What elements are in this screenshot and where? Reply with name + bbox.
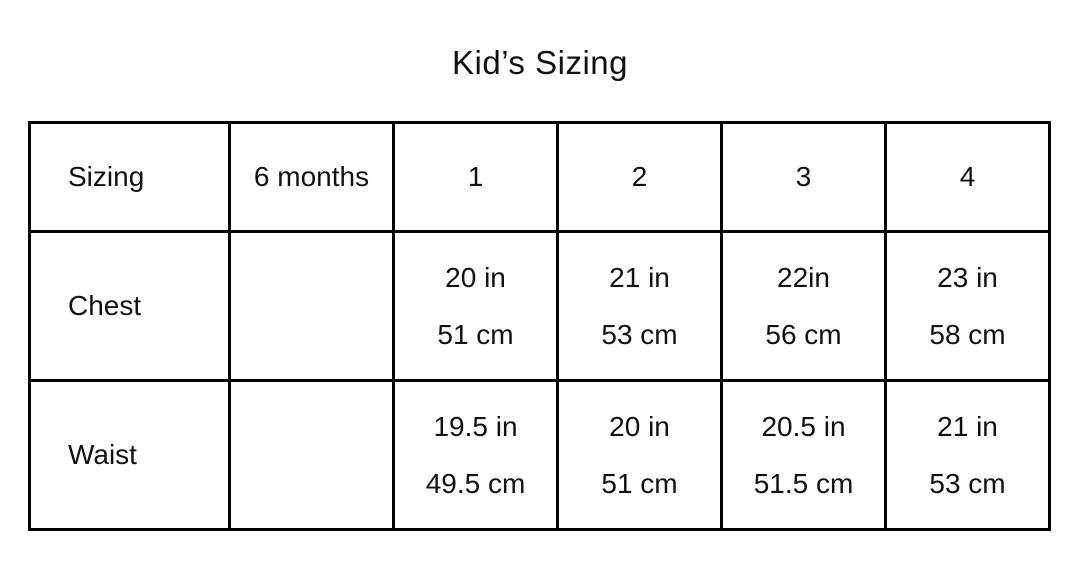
cell-waist-size-3: 20.5 in 51.5 cm xyxy=(720,379,887,531)
header-cell-size-3: 3 xyxy=(720,121,887,233)
value-centimeters: 58 cm xyxy=(929,318,1006,350)
value-inches: 23 in xyxy=(937,261,998,293)
cell-waist-6-months xyxy=(228,379,395,531)
value-centimeters: 51 cm xyxy=(437,318,514,350)
header-cell-size-4: 4 xyxy=(884,121,1051,233)
sizing-table: Sizing 6 months 1 2 3 4 Chest 20 in 51 c… xyxy=(28,121,1051,531)
value-centimeters: 51 cm xyxy=(601,467,678,499)
value-inches: 20.5 in xyxy=(761,410,846,442)
page-title: Kid’s Sizing xyxy=(452,44,628,81)
value-inches: 22in xyxy=(777,261,830,293)
cell-waist-size-1: 19.5 in 49.5 cm xyxy=(392,379,559,531)
cell-waist-size-2: 20 in 51 cm xyxy=(556,379,723,531)
value-centimeters: 53 cm xyxy=(929,467,1006,499)
header-row: Sizing 6 months 1 2 3 4 xyxy=(28,121,1051,233)
row-label-waist: Waist xyxy=(28,379,231,531)
value-centimeters: 53 cm xyxy=(601,318,678,350)
header-cell-size-1: 1 xyxy=(392,121,559,233)
value-inches: 20 in xyxy=(445,261,506,293)
table-row-chest: Chest 20 in 51 cm 21 in 53 cm 22in 56 cm… xyxy=(28,230,1051,382)
cell-chest-6-months xyxy=(228,230,395,382)
header-cell-6-months: 6 months xyxy=(228,121,395,233)
cell-chest-size-1: 20 in 51 cm xyxy=(392,230,559,382)
cell-chest-size-2: 21 in 53 cm xyxy=(556,230,723,382)
value-inches: 19.5 in xyxy=(433,410,518,442)
value-inches: 20 in xyxy=(609,410,670,442)
value-inches: 21 in xyxy=(609,261,670,293)
cell-chest-size-4: 23 in 58 cm xyxy=(884,230,1051,382)
cell-waist-size-4: 21 in 53 cm xyxy=(884,379,1051,531)
table-row-waist: Waist 19.5 in 49.5 cm 20 in 51 cm 20.5 i… xyxy=(28,379,1051,531)
value-inches: 21 in xyxy=(937,410,998,442)
row-label-chest: Chest xyxy=(28,230,231,382)
value-centimeters: 51.5 cm xyxy=(753,467,854,499)
header-cell-sizing: Sizing xyxy=(28,121,231,233)
value-centimeters: 56 cm xyxy=(765,318,842,350)
value-centimeters: 49.5 cm xyxy=(425,467,526,499)
header-cell-size-2: 2 xyxy=(556,121,723,233)
cell-chest-size-3: 22in 56 cm xyxy=(720,230,887,382)
